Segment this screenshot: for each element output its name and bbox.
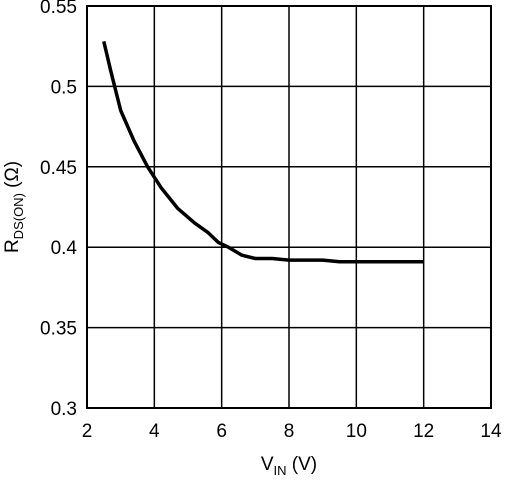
x-tick-labels: 2 4 6 8 10 12 14 [82,421,502,442]
y-axis-title: RDS(ON) (Ω) [2,161,26,253]
y-tick-labels: 0.3 0.35 0.4 0.45 0.5 0.55 [40,0,77,420]
x-tick-label: 14 [480,421,502,442]
x-axis-title-unit: (V) [287,454,318,475]
y-tick-label: 0.5 [51,77,77,98]
x-tick-label: 4 [149,421,160,442]
x-tick-label: 8 [284,421,295,442]
x-axis-title: VIN (V) [261,454,317,478]
x-tick-label: 2 [82,421,93,442]
x-axis-title-subscript: IN [274,463,287,478]
x-tick-label: 12 [413,421,434,442]
series-group [102,40,424,264]
y-tick-label: 0.55 [40,0,77,18]
series-line [102,40,424,264]
y-tick-label: 0.35 [40,319,77,340]
grid [87,6,491,408]
x-axis-title-main: V [261,454,274,475]
y-tick-label: 0.4 [51,238,78,259]
y-axis-title-subscript: DS(ON) [11,193,26,239]
x-tick-label: 6 [216,421,227,442]
plot-area-frame [86,5,492,409]
y-axis-title-main: R [2,239,23,253]
y-axis-title-unit: (Ω) [2,161,23,193]
x-tick-label: 10 [346,421,367,442]
y-tick-label: 0.3 [51,399,77,420]
y-tick-label: 0.45 [40,158,77,179]
